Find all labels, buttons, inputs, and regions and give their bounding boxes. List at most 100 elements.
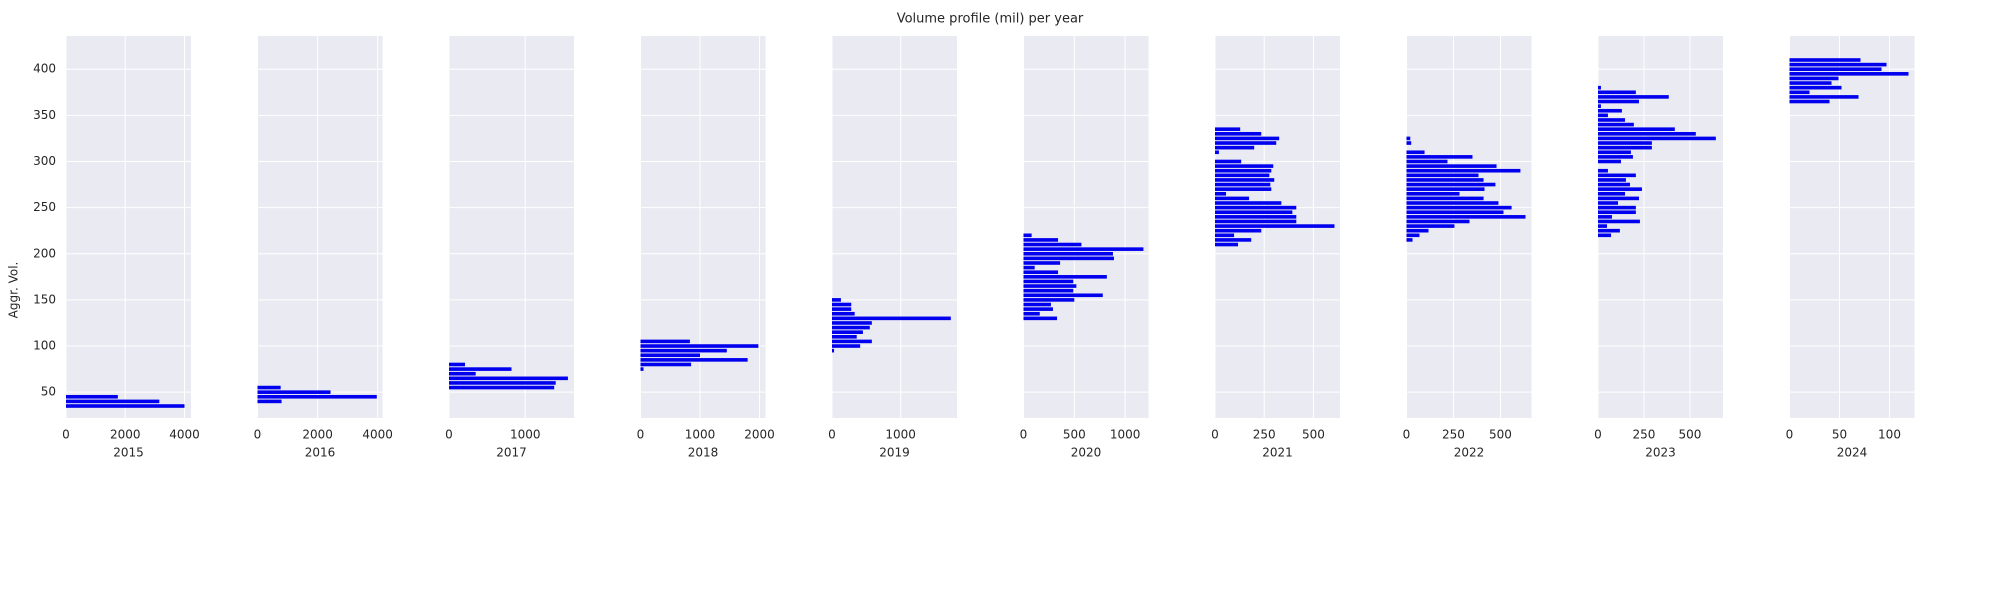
bar: [1406, 196, 1484, 201]
bar: [449, 371, 476, 376]
bar: [1598, 224, 1608, 228]
bar: [832, 325, 870, 330]
bar: [1215, 205, 1297, 210]
x-tick-label: 0: [637, 428, 645, 442]
bar: [66, 399, 160, 404]
bar: [66, 404, 185, 408]
x-tick-label: 1000: [510, 428, 541, 442]
bar: [1598, 150, 1631, 155]
bar: [1789, 76, 1839, 81]
bar: [1598, 108, 1622, 113]
bar: [1406, 205, 1512, 210]
bar: [1406, 168, 1521, 173]
y-tick-label: 400: [33, 62, 56, 76]
bar: [1215, 224, 1335, 228]
x-tick-label: 250: [1253, 428, 1276, 442]
bar: [1598, 155, 1633, 159]
plot-background: [1023, 36, 1149, 418]
bar: [1215, 168, 1272, 173]
bar: [1598, 145, 1652, 150]
bar: [1598, 136, 1716, 141]
bar: [66, 394, 118, 399]
bar: [640, 358, 748, 362]
bar: [1598, 159, 1621, 164]
bar: [1023, 307, 1053, 311]
bar: [640, 348, 727, 353]
bar: [449, 381, 556, 385]
bar: [1215, 178, 1275, 182]
x-tick-label: 4000: [362, 428, 393, 442]
bar: [1598, 85, 1601, 90]
y-tick-label: 250: [33, 200, 56, 214]
x-tick-label: 2000: [110, 428, 141, 442]
bar: [1789, 58, 1861, 62]
bar: [1023, 316, 1058, 321]
bar: [1406, 150, 1425, 155]
bar: [257, 399, 282, 404]
bar: [1406, 228, 1429, 233]
bar: [1215, 242, 1239, 247]
x-tick-label: 0: [828, 428, 836, 442]
bar: [832, 298, 841, 302]
x-tick-label: 0: [1594, 428, 1602, 442]
bar: [1598, 127, 1675, 131]
bar: [1598, 104, 1601, 108]
bar: [1406, 191, 1460, 196]
x-axis-label: 2019: [879, 446, 910, 460]
bar: [1598, 215, 1612, 219]
bar: [1023, 251, 1113, 256]
bar: [1598, 228, 1620, 233]
bar: [1215, 187, 1272, 191]
bar: [1598, 182, 1630, 187]
bar: [1023, 261, 1061, 265]
bar: [1598, 196, 1639, 201]
plot-background: [832, 36, 957, 418]
bar: [640, 367, 644, 371]
bar: [1598, 219, 1640, 224]
bar: [1215, 228, 1262, 233]
x-axis-label: 2016: [305, 446, 336, 460]
bar: [1215, 173, 1270, 178]
bar: [257, 390, 331, 394]
bar: [1789, 85, 1842, 90]
bar: [1023, 275, 1107, 279]
bar: [832, 344, 861, 348]
bar: [832, 348, 835, 353]
bar: [1215, 127, 1241, 131]
x-axis-label: 2017: [496, 446, 527, 460]
bar: [257, 394, 377, 399]
bar: [1598, 205, 1636, 210]
bar: [449, 385, 555, 390]
bar: [1023, 288, 1074, 293]
y-tick-label: 50: [41, 385, 56, 399]
bar: [1406, 173, 1479, 178]
bar: [1023, 311, 1040, 316]
bar: [1215, 159, 1242, 164]
bar: [257, 385, 281, 390]
bar: [1215, 196, 1250, 201]
x-tick-label: 100: [1878, 428, 1901, 442]
bar: [449, 367, 512, 371]
bar: [1406, 178, 1484, 182]
bar: [1406, 233, 1420, 238]
x-axis-label: 2020: [1071, 446, 1102, 460]
bar: [1215, 132, 1262, 136]
bar: [1406, 238, 1413, 242]
plot-background: [66, 36, 191, 418]
bar: [1023, 242, 1082, 247]
bar: [1406, 219, 1470, 224]
bar: [1598, 122, 1634, 127]
x-tick-label: 0: [1020, 428, 1028, 442]
bar: [1598, 187, 1642, 191]
bar: [832, 335, 857, 339]
x-tick-label: 500: [1302, 428, 1325, 442]
y-tick-label: 100: [33, 339, 56, 353]
bar: [1598, 233, 1612, 238]
bar: [832, 302, 852, 307]
plot-background: [257, 36, 383, 418]
x-axis-label: 2021: [1262, 446, 1293, 460]
bar: [1023, 302, 1051, 307]
bar: [1598, 141, 1652, 145]
bar: [1023, 238, 1059, 242]
bar: [832, 307, 852, 311]
